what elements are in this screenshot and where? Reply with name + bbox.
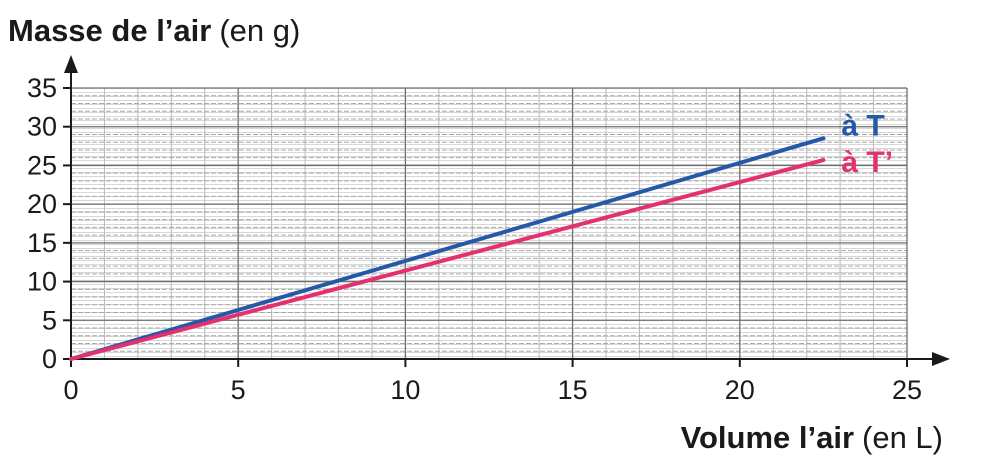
y-axis-title-unit: (en g) bbox=[219, 13, 300, 48]
series-line-1 bbox=[69, 136, 826, 361]
y-axis-title-main: Masse de l’air bbox=[8, 13, 211, 48]
x-axis-title: Volume l’air (en L) bbox=[681, 420, 943, 455]
y-axis-title: Masse de l’air (en g) bbox=[8, 13, 300, 48]
x-tick-label: 15 bbox=[558, 375, 588, 405]
axis-ticks: 0 5 10 15 20 25 0 5 10 15 20 25 30 35 bbox=[27, 73, 922, 405]
y-tick-label: 5 bbox=[42, 305, 57, 335]
series-line-2 bbox=[69, 158, 826, 361]
y-tick-label: 10 bbox=[27, 267, 57, 297]
minor-grid bbox=[71, 88, 907, 359]
x-tick-label: 0 bbox=[63, 375, 78, 405]
y-tick-label: 15 bbox=[27, 228, 57, 258]
y-tick-label: 35 bbox=[27, 73, 57, 103]
y-tick-label: 0 bbox=[42, 344, 57, 374]
y-tick-label: 20 bbox=[27, 189, 57, 219]
x-tick-label: 5 bbox=[231, 375, 246, 405]
x-tick-label: 20 bbox=[725, 375, 755, 405]
x-tick-label: 10 bbox=[390, 375, 420, 405]
plot-area bbox=[71, 88, 907, 359]
x-axis-arrow bbox=[932, 352, 950, 366]
major-grid bbox=[71, 87, 908, 359]
x-axis-title-main: Volume l’air bbox=[681, 420, 854, 455]
x-axis-title-unit: (en L) bbox=[862, 420, 943, 455]
y-axis-arrow bbox=[64, 55, 78, 73]
series-label-2: à T’ bbox=[841, 146, 893, 179]
y-tick-label: 25 bbox=[27, 150, 57, 180]
series-lines: à T à T’ bbox=[69, 109, 893, 361]
x-tick-label: 25 bbox=[892, 375, 922, 405]
y-tick-label: 30 bbox=[27, 112, 57, 142]
series-label-1: à T bbox=[841, 109, 884, 142]
